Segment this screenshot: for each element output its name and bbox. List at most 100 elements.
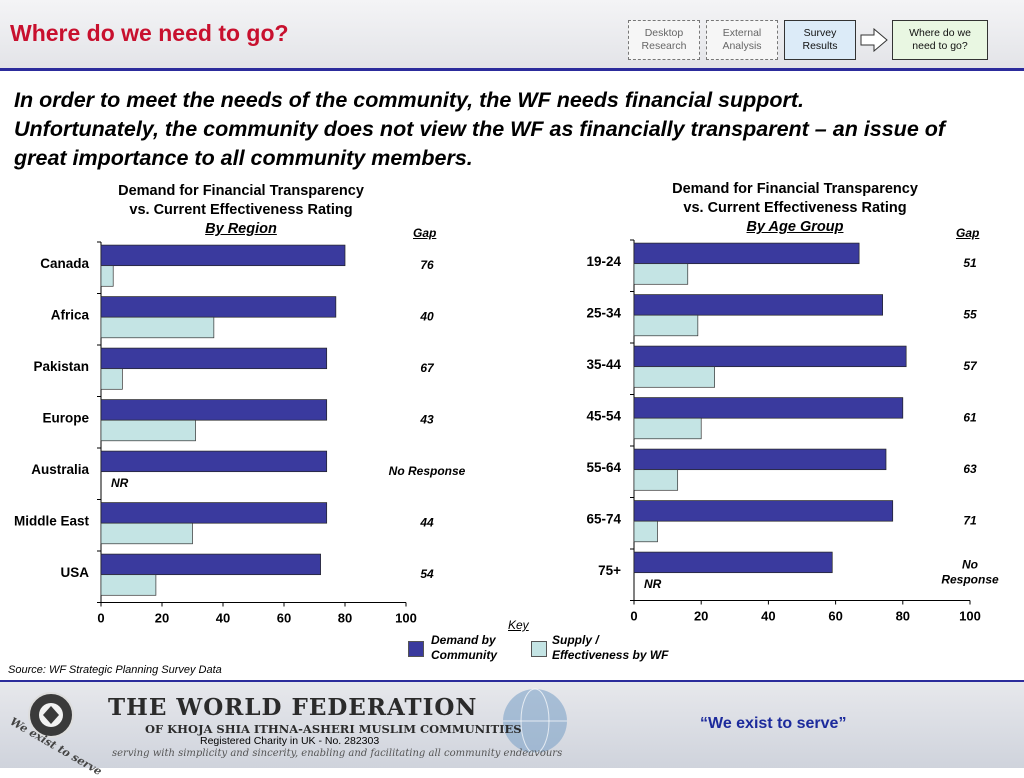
age-bar-chart: 0 20 40 60 80 100 19-24 51 25-34 55 35-44 57 45-54 61…: [586, 239, 999, 624]
chart-title-line: vs. Current Effectiveness Rating: [129, 202, 353, 218]
age-chart-title: Demand for Financial Transparency vs. Cu…: [640, 180, 950, 237]
step-desktop-research: Desktop Research: [628, 20, 700, 60]
gap-value: No Response: [389, 464, 466, 478]
step-label: External: [722, 27, 762, 39]
key-label-line: Effectiveness by WF: [552, 648, 669, 662]
region-gap-header: Gap: [413, 226, 437, 240]
x-tick-label: 0: [97, 611, 104, 626]
footer-rule: [0, 680, 1024, 683]
demand-bar: [100, 399, 328, 421]
step-label: Analysis: [722, 40, 762, 52]
category-label: 75+: [598, 563, 621, 578]
step-label: Desktop: [644, 27, 684, 39]
chart-subtitle: By Age Group: [746, 219, 844, 235]
demand-bar: [633, 397, 904, 419]
demand-bar: [100, 244, 346, 267]
gap-value: 63: [963, 462, 977, 476]
step-label: need to go?: [912, 40, 968, 52]
step-survey-results: Survey Results: [784, 20, 856, 60]
x-tick-label: 0: [630, 609, 637, 624]
x-tick-label: 80: [896, 609, 910, 624]
x-tick-label: 100: [959, 609, 981, 624]
page-title: Where do we need to go?: [10, 20, 289, 46]
supply-bar: [633, 520, 658, 543]
category-label: Canada: [40, 256, 89, 271]
step-label: Where do we: [909, 27, 971, 39]
motto: “We exist to serve”: [700, 715, 847, 732]
gap-value: 51: [963, 256, 977, 270]
supply-bar: [633, 263, 689, 285]
header-rule: [0, 68, 1024, 71]
x-tick-label: 20: [155, 611, 169, 626]
category-label: Middle East: [14, 513, 90, 528]
charity-number: Registered Charity in UK - No. 282303: [200, 735, 380, 747]
supply-bar: [633, 469, 679, 491]
category-label: Africa: [51, 307, 90, 322]
gap-value: 40: [419, 309, 434, 323]
x-tick-label: 100: [395, 611, 417, 626]
no-response-bar-label: NR: [111, 476, 129, 490]
footer-tagline: serving with simplicity and sincerity, e…: [112, 748, 563, 759]
region-chart-title: Demand for Financial Transparency vs. Cu…: [86, 182, 396, 239]
step-where-do-we-need-to-go: Where do we need to go?: [892, 20, 988, 60]
supply-bar: [100, 574, 157, 596]
category-label: Europe: [42, 410, 89, 425]
globe-icon: [503, 688, 567, 754]
x-tick-label: 20: [694, 609, 708, 624]
supply-bar: [100, 265, 114, 287]
supply-bar: [100, 522, 193, 545]
gap-value: 43: [419, 412, 434, 426]
step-label: Research: [641, 40, 687, 52]
gap-value: 67: [420, 361, 435, 375]
demand-bar: [633, 448, 887, 471]
key-label-line: Community: [431, 648, 497, 662]
supply-bar: [100, 368, 123, 390]
gap-value: No: [962, 558, 978, 572]
key-demand-swatch: [408, 641, 424, 657]
x-tick-label: 40: [216, 611, 230, 626]
source-note: Source: WF Strategic Planning Survey Dat…: [8, 664, 222, 676]
key-title: Key: [508, 618, 529, 632]
key-demand-label: Demand by Community: [431, 633, 497, 663]
step-external-analysis: External Analysis: [706, 20, 778, 60]
chart-title-line: Demand for Financial Transparency: [118, 183, 364, 199]
supply-bar: [100, 419, 196, 442]
category-label: 65-74: [586, 511, 621, 526]
no-response-bar-label: NR: [644, 577, 662, 591]
chart-subtitle: By Region: [205, 221, 277, 237]
demand-bar: [100, 502, 328, 524]
intro-statement: In order to meet the needs of the commun…: [14, 88, 946, 170]
x-tick-label: 60: [828, 609, 842, 624]
gap-value: Response: [941, 573, 999, 587]
arrow-right-icon: [860, 28, 888, 52]
gap-value: 71: [963, 513, 977, 527]
organisation-name: THE WORLD FEDERATION: [108, 694, 478, 721]
supply-bar: [100, 316, 215, 339]
organisation-subtitle: OF KHOJA SHIA ITHNA-ASHERI MUSLIM COMMUN…: [145, 722, 522, 736]
demand-bar: [633, 242, 860, 265]
demand-bar: [633, 500, 894, 522]
gap-value: 44: [419, 515, 434, 529]
category-label: USA: [60, 565, 89, 580]
supply-bar: [633, 417, 702, 440]
category-label: Australia: [31, 462, 89, 477]
region-bar-chart: 0 20 40 60 80 100 Canada 76 Africa 40 Pakistan 67 Eu…: [14, 241, 466, 626]
federation-seal-icon: [28, 692, 74, 738]
demand-bar: [633, 345, 907, 368]
demand-bar: [633, 294, 883, 316]
demand-bar: [100, 296, 337, 318]
chart-title-line: Demand for Financial Transparency: [672, 181, 918, 197]
x-tick-label: 60: [277, 611, 291, 626]
gap-value: 76: [420, 258, 434, 272]
demand-bar: [100, 347, 328, 370]
key-label-line: Supply /: [552, 633, 599, 647]
key-label-line: Demand by: [431, 633, 496, 647]
key-supply-label: Supply / Effectiveness by WF: [552, 633, 668, 663]
category-label: 55-64: [586, 460, 621, 475]
demand-bar: [100, 450, 328, 473]
demand-bar: [633, 551, 833, 574]
demand-bar: [100, 553, 321, 576]
category-label: 45-54: [586, 408, 621, 423]
category-label: 19-24: [586, 254, 621, 269]
supply-bar: [633, 366, 715, 388]
